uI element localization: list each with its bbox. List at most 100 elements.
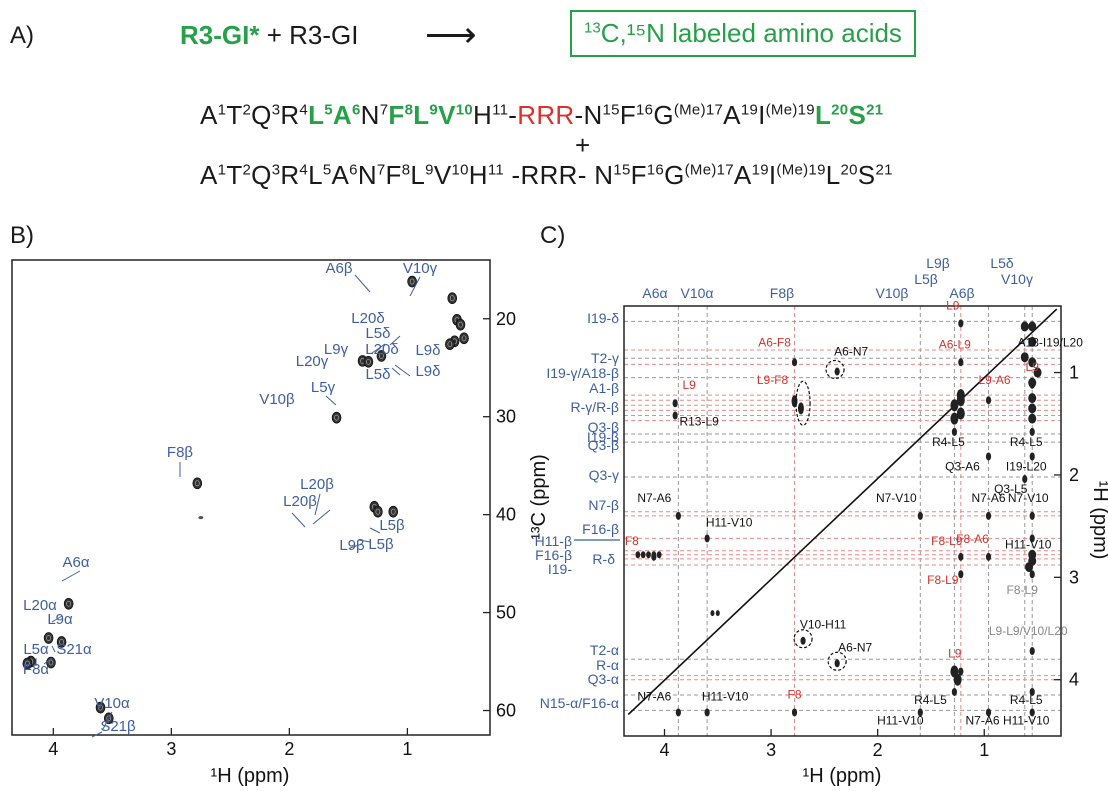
diagonal-line bbox=[627, 308, 1058, 716]
peak-A6α bbox=[63, 597, 74, 610]
x-tick-label: 4 bbox=[48, 739, 58, 759]
peak-L9α bbox=[56, 636, 67, 648]
cross-peak-L9 bbox=[672, 399, 678, 408]
labeling-box: 13C,¹⁵N labeled amino acids bbox=[570, 10, 916, 57]
peak-label: L5γ bbox=[311, 379, 336, 396]
peak-L5γ bbox=[363, 356, 374, 368]
leader-line bbox=[354, 274, 371, 293]
y-tick-label: 30 bbox=[496, 407, 516, 427]
cross-peak-label: I19-L20 bbox=[1006, 459, 1047, 473]
peak-contour bbox=[194, 480, 200, 487]
highlight-ellipse bbox=[795, 380, 811, 426]
y-tick-label: 20 bbox=[496, 309, 516, 329]
cross-peak-A6-N7 bbox=[834, 659, 840, 668]
peak-contour bbox=[375, 508, 381, 515]
cross-peak-R4-L5 bbox=[951, 687, 958, 696]
peak-L9β bbox=[388, 505, 399, 518]
minor-peak bbox=[715, 610, 720, 617]
cross-peak-label: H11-V10 bbox=[706, 515, 753, 529]
top-axis-label: V10γ bbox=[1001, 271, 1033, 287]
cross-peak-Q3-L5 bbox=[1022, 475, 1028, 484]
box-text: C,¹⁵N labeled amino acids bbox=[600, 18, 902, 48]
unlabeled-sequence: A1T2Q3R4L5A6N7F8L9V10H11 -RRR- N15F16G(M… bbox=[200, 160, 893, 190]
cross-peak-label: A18-I19/L20 bbox=[1018, 335, 1084, 349]
diagonal-peak bbox=[1033, 367, 1042, 378]
aromatic-peak bbox=[635, 551, 641, 559]
cross-peak-label: F8-L9 bbox=[927, 573, 959, 587]
diagonal-peak bbox=[1020, 321, 1029, 332]
missing-peak-circle bbox=[793, 629, 813, 649]
y-tick-label: 2 bbox=[1069, 465, 1079, 485]
cross-peak-label: L9-F8 bbox=[757, 373, 789, 387]
peak-contour bbox=[98, 704, 103, 711]
cross-peak-R4-L5 bbox=[1029, 427, 1035, 436]
cross-peak-H11-V10 bbox=[1029, 534, 1035, 543]
peak-label: L5α bbox=[23, 641, 49, 658]
cross-peak-label: R4-L5 bbox=[914, 693, 947, 707]
peak-L9δ bbox=[459, 332, 469, 345]
diagonal-peak bbox=[1028, 336, 1037, 347]
cross-peak-L9 bbox=[1029, 380, 1035, 389]
leader-line bbox=[391, 367, 401, 376]
peak-label: A6β bbox=[326, 260, 353, 277]
diagonal-peak bbox=[1025, 562, 1034, 573]
cross-peak-L9-L9/V10/L20 bbox=[1029, 647, 1035, 656]
cross-peak-label: L9-L9/V10/L20 bbox=[989, 624, 1068, 638]
cross-peak-label: N7-A6 bbox=[966, 713, 1000, 727]
x-tick-label: 1 bbox=[402, 739, 412, 759]
y-tick-label: 1 bbox=[1069, 363, 1079, 383]
peak-F8β bbox=[192, 477, 203, 490]
leader-line bbox=[371, 343, 386, 354]
peak-label: S21α bbox=[56, 641, 92, 658]
peak-label: L20δ bbox=[351, 310, 384, 327]
cross-peak-N7-A6 bbox=[985, 708, 992, 717]
cross-peak-label: A6-N7 bbox=[834, 344, 868, 358]
cross-peak-F8 bbox=[791, 708, 798, 717]
panel-b-y-axis-label: ¹³C (ppm) bbox=[528, 454, 550, 540]
left-axis-label: T2-α bbox=[590, 642, 619, 658]
panel-b-frame bbox=[11, 259, 491, 736]
cross-peak-H11-V10 bbox=[704, 534, 710, 543]
left-axis-label: H11-β bbox=[535, 533, 572, 549]
leader-line bbox=[409, 276, 421, 297]
left-axis-label: R-α bbox=[596, 657, 619, 673]
cross-peak-label: R4-L5 bbox=[1010, 435, 1043, 449]
diagonal-peak bbox=[1020, 352, 1029, 363]
peak-contour bbox=[449, 295, 455, 302]
cross-peak-L9-A6 bbox=[985, 396, 992, 405]
cross-peak-label: R4-L5 bbox=[1010, 693, 1043, 707]
peak-contour bbox=[447, 341, 453, 348]
cross-peak-label: H11-V10 bbox=[1003, 713, 1050, 727]
top-axis-label: V10β bbox=[876, 285, 909, 301]
panel-c-label: C) bbox=[540, 222, 566, 249]
cross-peak-R13-L9 bbox=[672, 411, 678, 420]
cross-peak-label: H11-V10 bbox=[702, 689, 749, 703]
diagonal-peak bbox=[956, 407, 965, 420]
missing-peak-circle bbox=[825, 359, 845, 380]
top-axis-label: A6β bbox=[949, 285, 974, 301]
cross-peak-label: N7-A6 bbox=[637, 491, 671, 505]
leader-line bbox=[291, 512, 306, 528]
cross-peak-N7-V10 bbox=[1029, 511, 1035, 520]
peak-label: L20γ bbox=[296, 353, 329, 370]
diagonal-peak bbox=[1028, 403, 1037, 414]
diagonal-peak bbox=[1028, 321, 1037, 332]
y-tick-label: 50 bbox=[496, 603, 516, 623]
left-axis-label: I19-γ/A18-β bbox=[546, 365, 619, 381]
aromatic-peak bbox=[651, 551, 657, 559]
peak-A6β bbox=[407, 275, 417, 288]
cross-peak-label: L9 bbox=[1026, 360, 1040, 374]
cross-peak-L9 bbox=[958, 319, 964, 328]
reaction-line: R3-GI* + R3-GI bbox=[180, 20, 358, 51]
cross-peak-label: F8 bbox=[788, 687, 802, 701]
peak-L5β bbox=[373, 505, 383, 518]
peak-label: F8β bbox=[167, 444, 194, 461]
peak-contour bbox=[46, 635, 51, 641]
peak-label: F8α bbox=[23, 661, 50, 678]
left-axis-label: Q3-β bbox=[588, 437, 619, 453]
peak-label: L20δ bbox=[365, 341, 398, 358]
leader-line bbox=[314, 493, 321, 516]
cross-peak-N7-V10 bbox=[917, 511, 923, 520]
aromatic-peak bbox=[646, 551, 651, 559]
